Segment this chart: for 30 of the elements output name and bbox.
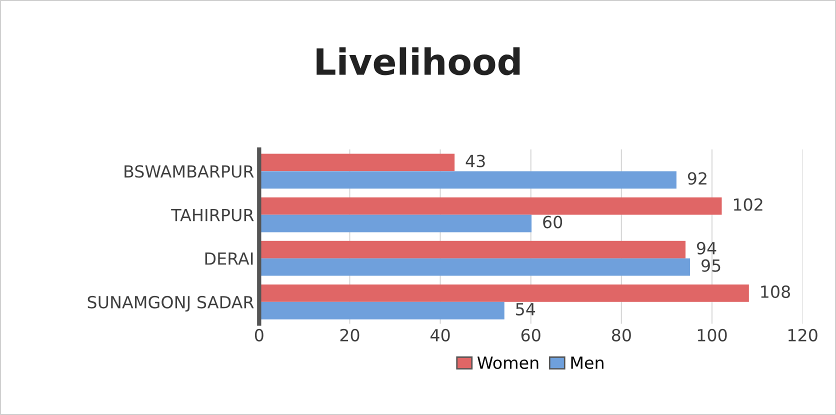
y-tick-label: SUNAMGONJ SADAR <box>88 296 254 312</box>
x-tick-label: 120 <box>788 328 818 342</box>
x-tick-label: 100 <box>698 328 727 342</box>
bar <box>259 197 722 215</box>
bar <box>259 240 686 258</box>
y-tick-label: DERAI <box>205 252 253 265</box>
chart-title: Livelihood <box>316 47 520 76</box>
bar <box>259 154 455 172</box>
data-label: 108 <box>761 285 790 298</box>
bar <box>259 302 504 320</box>
x-tick-label: 80 <box>612 328 631 342</box>
data-label: 95 <box>702 259 720 272</box>
data-label: 60 <box>543 216 562 228</box>
bar <box>259 258 690 276</box>
bar <box>259 214 532 232</box>
x-tick-label: 20 <box>340 328 360 342</box>
data-label: 102 <box>734 198 762 211</box>
y-tick-label: TAHIRPUR <box>171 208 254 222</box>
x-tick-label: 0 <box>254 328 264 342</box>
y-tick-label: BSWAMBARPUR <box>124 165 254 178</box>
bar <box>259 284 749 302</box>
data-label: 92 <box>688 172 706 185</box>
data-label: 43 <box>466 154 485 168</box>
legend-label: Men <box>571 356 604 370</box>
x-tick-label: 40 <box>430 328 450 342</box>
legend-label: Women <box>477 356 538 370</box>
x-tick-label: 60 <box>521 328 540 342</box>
bar <box>259 171 676 189</box>
data-label: 94 <box>696 242 716 254</box>
data-label: 54 <box>516 303 536 316</box>
